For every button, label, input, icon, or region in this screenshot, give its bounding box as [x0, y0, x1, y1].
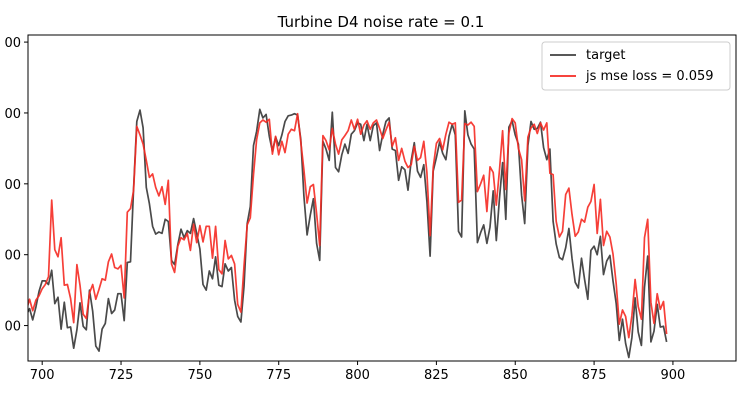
- x-tick-label: 800: [345, 368, 370, 383]
- legend-label-target: target: [586, 48, 626, 63]
- x-tick-label: 850: [503, 368, 528, 383]
- legend-label-js-mse-loss: js mse loss = 0.059: [585, 69, 714, 84]
- x-tick-label: 775: [266, 368, 291, 383]
- series-layer: [28, 108, 668, 359]
- legend: target js mse loss = 0.059: [541, 41, 731, 91]
- x-tick-label: 750: [187, 368, 212, 383]
- series-line-js-mse-loss: [28, 112, 668, 339]
- x-tick-label: 725: [109, 368, 134, 383]
- y-tick-label: 00: [4, 36, 21, 51]
- x-tick-label: 700: [30, 368, 55, 383]
- x-tick-label: 875: [582, 368, 607, 383]
- x-axis: 700 725 750 775 800 825 850 875 900: [30, 361, 686, 383]
- series-line-target: [28, 108, 668, 359]
- y-tick-label: 00: [4, 249, 21, 264]
- y-tick-label: 00: [4, 107, 21, 122]
- y-tick-label: 00: [4, 320, 21, 335]
- plot-frame: [27, 34, 737, 362]
- chart-title: Turbine D4 noise rate = 0.1: [277, 13, 485, 31]
- legend-frame: [541, 41, 731, 91]
- x-tick-label: 825: [424, 368, 449, 383]
- x-tick-label: 900: [661, 368, 686, 383]
- y-tick-label: 00: [4, 178, 21, 193]
- y-axis: 00 00 00 00 00: [4, 36, 28, 335]
